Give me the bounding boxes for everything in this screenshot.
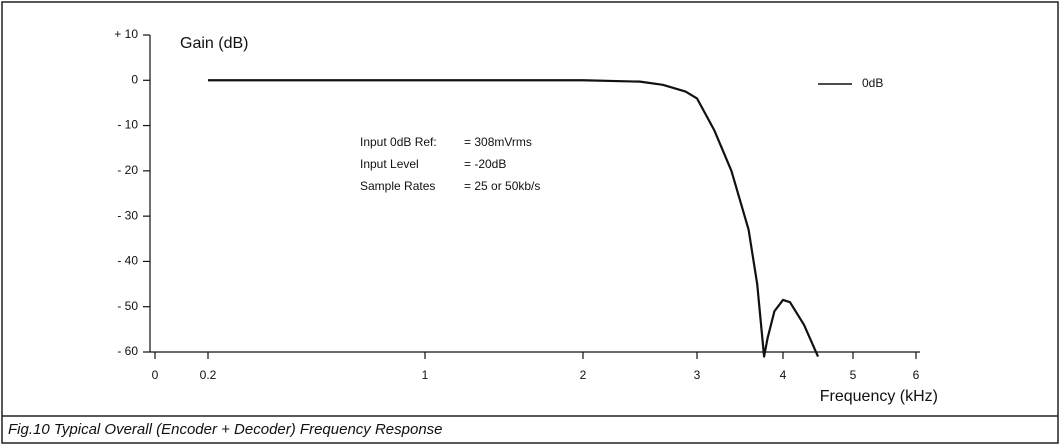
- annotation-value: = -20dB: [464, 157, 506, 171]
- response-line: [208, 79, 820, 358]
- y-tick-label: - 40: [117, 254, 138, 268]
- y-axis-label: Gain (dB): [180, 35, 248, 52]
- x-tick-label: 5: [850, 368, 857, 382]
- annotation-label: Sample Rates: [360, 179, 435, 193]
- y-tick-label: 0: [131, 72, 138, 86]
- legend-label: 0dB: [862, 76, 883, 90]
- annotation-value: = 25 or 50kb/s: [464, 179, 540, 193]
- annotation-label: Input 0dB Ref:: [360, 135, 437, 149]
- x-tick-label: 3: [694, 368, 701, 382]
- x-tick-label: 6: [913, 368, 920, 382]
- y-tick-label: - 20: [117, 163, 138, 177]
- y-tick-label: - 60: [117, 344, 138, 358]
- y-tick-label: + 10: [114, 27, 138, 41]
- x-axis-label: Frequency (kHz): [820, 388, 938, 405]
- caption: Fig.10 Typical Overall (Encoder + Decode…: [8, 421, 443, 438]
- y-tick-label: - 50: [117, 299, 138, 313]
- y-tick-label: - 10: [117, 118, 138, 132]
- y-tick-label: - 30: [117, 208, 138, 222]
- annotation-label: Input Level: [360, 157, 419, 171]
- x-tick-label: 1: [422, 368, 429, 382]
- x-tick-label: 0: [152, 368, 159, 382]
- x-tick-label: 4: [780, 368, 787, 382]
- x-tick-label: 2: [580, 368, 587, 382]
- annotation-value: = 308mVrms: [464, 135, 532, 149]
- x-tick-label: 0.2: [200, 368, 217, 382]
